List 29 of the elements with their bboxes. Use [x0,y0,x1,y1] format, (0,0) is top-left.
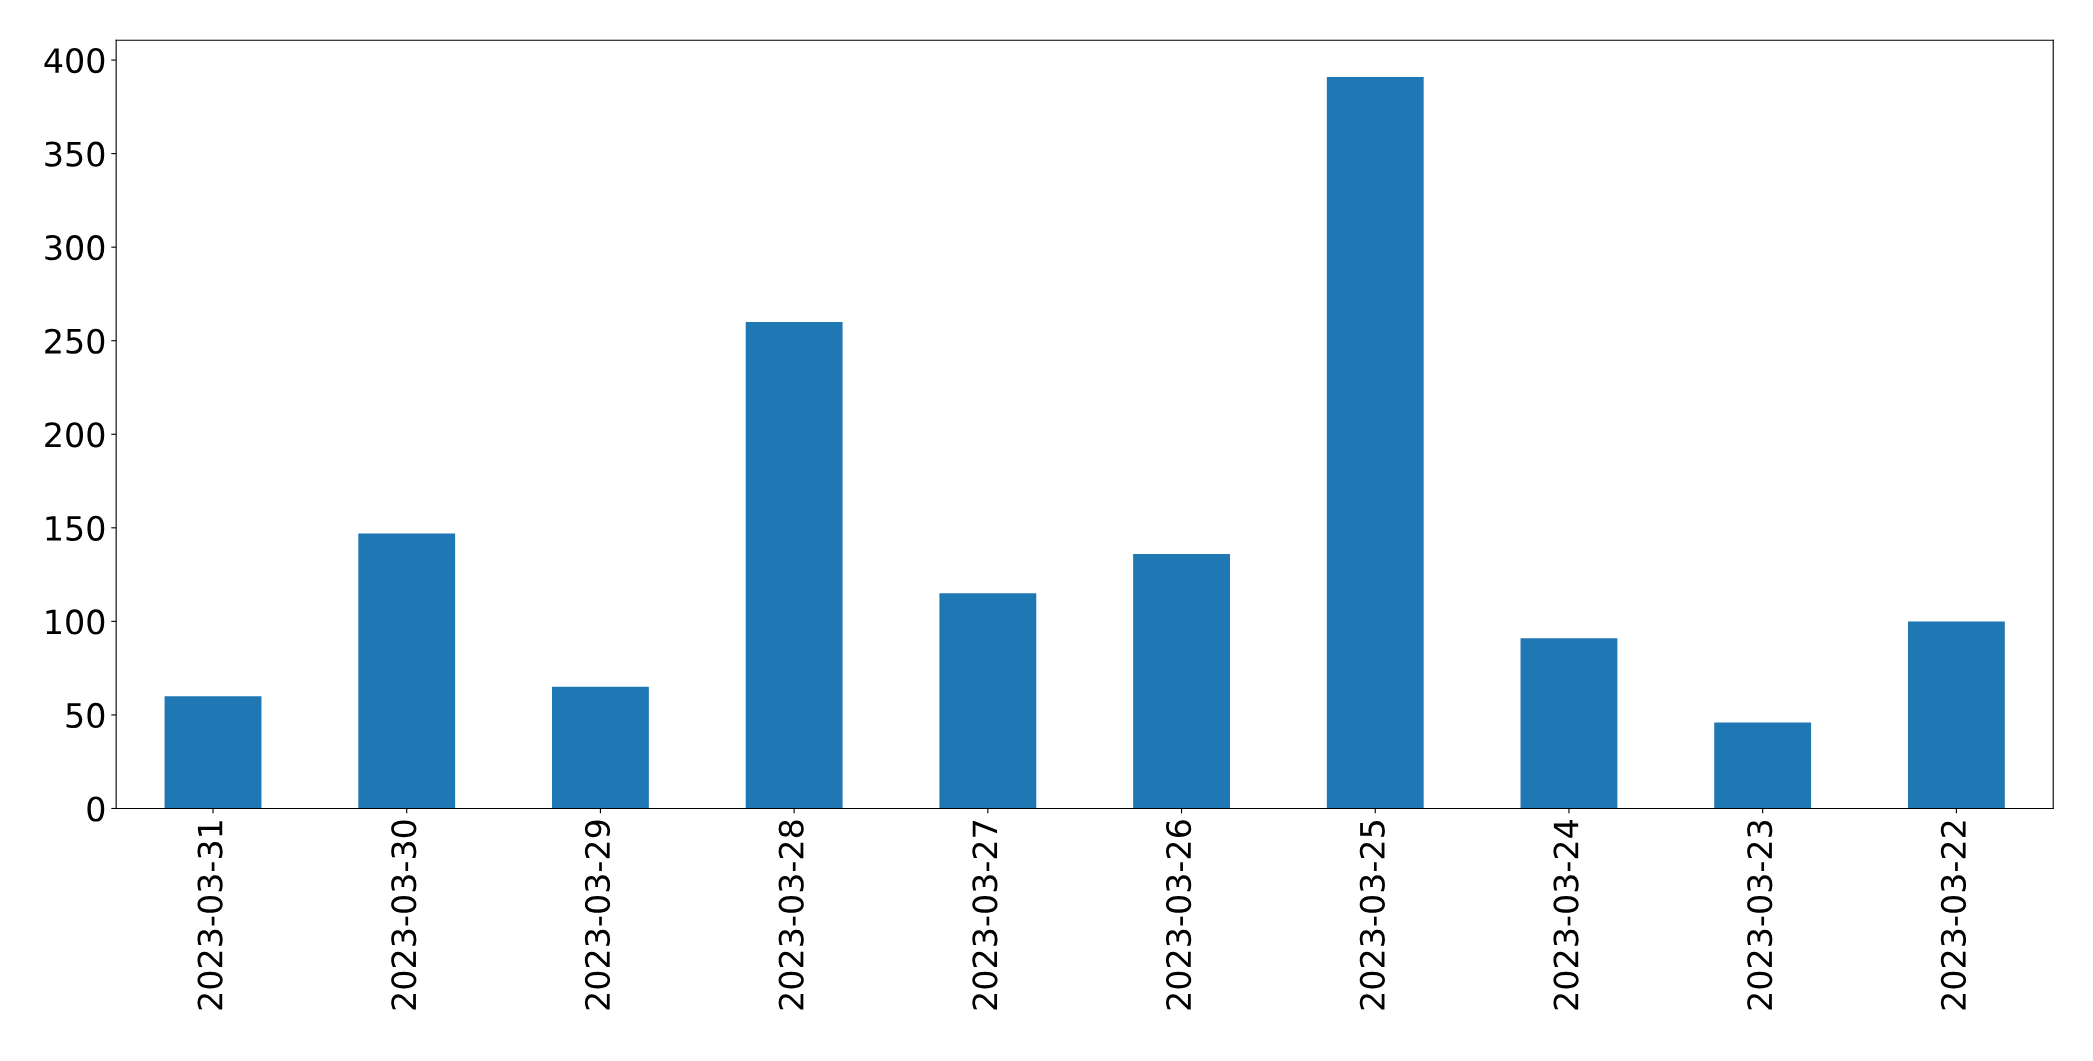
bar [1326,76,1424,809]
x-tick-label: 2023-03-27 [972,821,998,1010]
x-tick-label: 2023-03-31 [197,821,223,1010]
x-tick-label: 2023-03-22 [1940,821,1967,1010]
x-tick-label: 2023-03-29 [584,820,611,1010]
y-tick-label: 200 [45,422,105,448]
y-tick-label: 0 [87,796,105,822]
x-tick-label: 2023-03-30 [391,820,417,1010]
x-tick-label: 2023-03-28 [778,820,804,1010]
y-tick-label: 350 [45,141,105,167]
bar [745,322,843,809]
bar [1520,638,1618,809]
x-tick-label: 2023-03-25 [1359,821,1385,1010]
y-tick-label: 400 [44,47,105,74]
x-tick-label: 2023-03-23 [1747,820,1773,1010]
y-tick-label: 300 [45,235,105,261]
bar [1714,722,1812,809]
bar [552,686,649,809]
y-tick-label: 150 [46,515,105,541]
x-tick-label: 2023-03-24 [1553,820,1579,1010]
y-tick-label: 100 [46,609,105,635]
bar [939,593,1037,809]
y-tick-label: 50 [66,702,105,729]
y-tick-label: 250 [45,328,105,354]
bar [164,696,262,809]
bar [1907,621,2005,809]
bar [358,533,456,809]
bar [1133,554,1230,809]
x-tick-label: 2023-03-26 [1166,820,1192,1010]
